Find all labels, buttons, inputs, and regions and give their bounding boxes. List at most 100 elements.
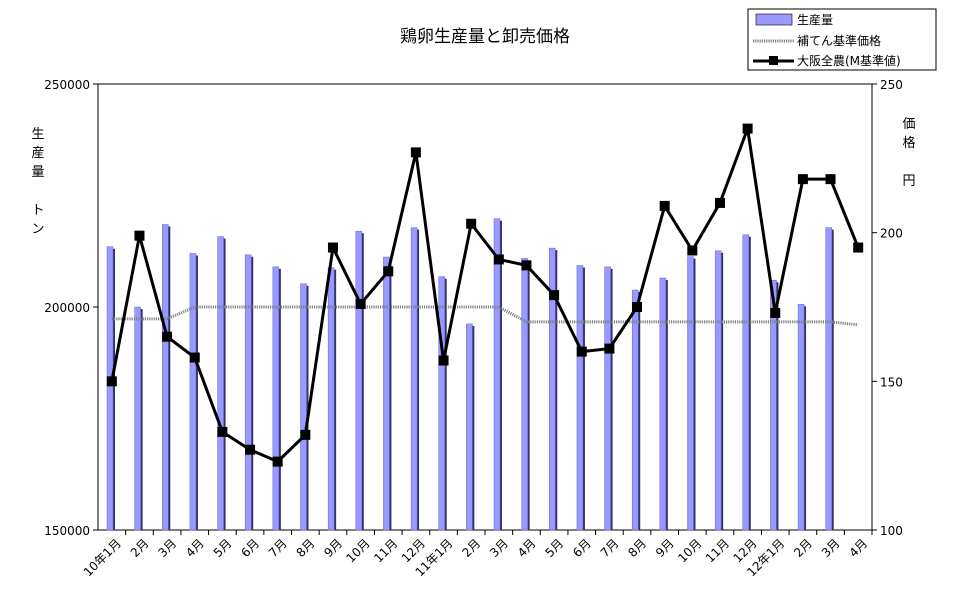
x-tick-label: 2月 bbox=[460, 536, 484, 560]
bar bbox=[631, 289, 639, 531]
right-tick-label: 100 bbox=[880, 524, 903, 538]
legend-marker-osaka-price bbox=[769, 56, 778, 65]
right-axis-label-char: 円 bbox=[902, 174, 915, 189]
bar bbox=[797, 304, 805, 531]
bar bbox=[549, 247, 556, 531]
left-axis-label-char: ト bbox=[31, 203, 44, 218]
legend-swatch-production bbox=[755, 13, 793, 26]
right-axis-label-char: 格 bbox=[902, 135, 915, 151]
x-tick-label: 4月 bbox=[515, 536, 539, 560]
data-point bbox=[576, 346, 587, 357]
x-tick-label: 3月 bbox=[155, 536, 179, 560]
data-point bbox=[383, 266, 394, 277]
bar bbox=[466, 323, 473, 531]
data-point bbox=[549, 290, 560, 301]
bar-group bbox=[106, 218, 834, 531]
data-point bbox=[355, 299, 366, 310]
data-point bbox=[466, 218, 477, 229]
bar bbox=[604, 266, 611, 531]
bar bbox=[189, 253, 197, 531]
data-point bbox=[162, 331, 173, 342]
data-point bbox=[770, 307, 781, 318]
x-tick-label: 8月 bbox=[625, 536, 649, 560]
left-tick-label: 150000 bbox=[44, 524, 90, 538]
bar bbox=[410, 227, 418, 531]
left-axis-label-char: 産 bbox=[31, 145, 44, 161]
legend: 生産量 補てん基準価格 大阪全農(M基準値) bbox=[747, 8, 937, 71]
bar bbox=[825, 227, 832, 531]
bar bbox=[493, 218, 501, 531]
bar bbox=[134, 306, 141, 531]
data-point bbox=[106, 376, 117, 387]
bar bbox=[438, 276, 445, 531]
x-tick-label: 11月 bbox=[371, 536, 400, 565]
legend-label-production: 生産量 bbox=[797, 12, 833, 27]
right-tick-label: 250 bbox=[880, 78, 903, 92]
left-axis-label-char: 生 bbox=[31, 127, 44, 142]
data-point bbox=[217, 426, 228, 437]
data-point bbox=[327, 242, 338, 253]
data-point bbox=[659, 200, 670, 211]
bar bbox=[327, 267, 335, 531]
x-tick-label: 7月 bbox=[598, 536, 622, 560]
left-axis-label-char: 量 bbox=[31, 165, 44, 180]
bar bbox=[217, 236, 224, 531]
bar bbox=[355, 230, 363, 531]
bar bbox=[521, 258, 528, 531]
x-tick-label: 10月 bbox=[344, 536, 373, 565]
x-tick-label: 3月 bbox=[819, 536, 843, 560]
data-point bbox=[134, 230, 145, 241]
left-tick-label: 200000 bbox=[44, 301, 90, 315]
left-axis-label-char: ン bbox=[31, 222, 44, 237]
data-point bbox=[438, 355, 449, 366]
bar bbox=[300, 283, 307, 531]
data-point bbox=[300, 429, 311, 440]
data-point bbox=[825, 174, 836, 185]
data-point bbox=[272, 456, 283, 467]
x-tick-label: 10月 bbox=[675, 536, 704, 565]
bar bbox=[659, 277, 667, 531]
x-tick-label: 7月 bbox=[266, 536, 290, 560]
bar bbox=[687, 256, 694, 531]
bar bbox=[576, 265, 584, 531]
data-point bbox=[410, 147, 421, 158]
data-point bbox=[521, 260, 532, 271]
x-tick-label: 8月 bbox=[294, 536, 318, 560]
x-tick-label: 10年1月 bbox=[81, 536, 124, 579]
data-point bbox=[797, 174, 808, 185]
x-tick-label: 4月 bbox=[183, 536, 207, 560]
data-point bbox=[189, 352, 200, 363]
data-point bbox=[493, 254, 504, 265]
legend-label-osaka-price: 大阪全農(M基準値) bbox=[797, 53, 901, 68]
bar bbox=[106, 246, 114, 531]
bar bbox=[770, 279, 777, 531]
series-line-base-price bbox=[111, 305, 859, 327]
line-group bbox=[106, 123, 864, 467]
x-tick-label: 4月 bbox=[847, 536, 871, 560]
legend-label-base-price: 補てん基準価格 bbox=[797, 33, 881, 48]
x-tick-label: 5月 bbox=[542, 536, 566, 560]
data-point bbox=[245, 444, 256, 455]
right-tick-label: 150 bbox=[880, 375, 903, 389]
bar bbox=[742, 234, 750, 531]
x-tick-label: 6月 bbox=[238, 536, 262, 560]
plot-area bbox=[97, 83, 873, 531]
x-tick-label: 9月 bbox=[653, 536, 677, 560]
x-tick-label: 11月 bbox=[703, 536, 732, 565]
x-tick-label: 9月 bbox=[321, 536, 345, 560]
x-tick-label: 6月 bbox=[570, 536, 594, 560]
data-point bbox=[604, 343, 615, 354]
left-tick-label: 250000 bbox=[44, 78, 90, 92]
bar bbox=[162, 224, 169, 531]
x-tick-label: 3月 bbox=[487, 536, 511, 560]
data-point bbox=[853, 242, 864, 253]
x-tick-label: 2月 bbox=[791, 536, 815, 560]
chart-title: 鶏卵生産量と卸売価格 bbox=[400, 27, 570, 47]
x-tick-label: 2月 bbox=[128, 536, 152, 560]
bar bbox=[244, 254, 252, 531]
data-point bbox=[742, 123, 753, 134]
right-axis-label-char: 価 bbox=[902, 117, 915, 132]
right-tick-label: 200 bbox=[880, 227, 903, 241]
